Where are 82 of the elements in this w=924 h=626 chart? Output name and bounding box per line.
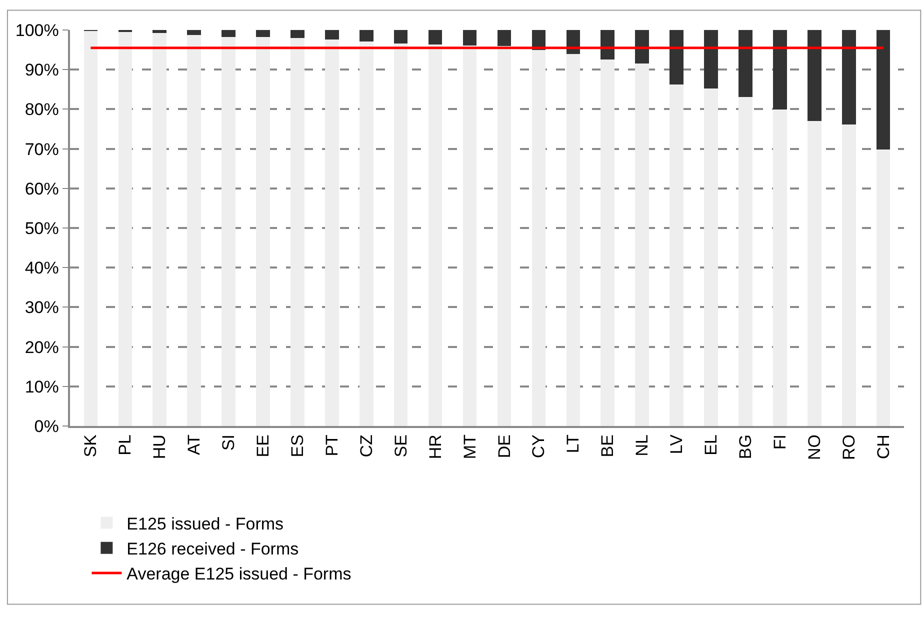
bar bbox=[566, 54, 580, 426]
y-tick-label: 70% bbox=[24, 140, 59, 159]
x-tick-label: PL bbox=[116, 434, 135, 456]
bar bbox=[600, 60, 615, 426]
x-tick-label: SI bbox=[219, 434, 238, 451]
x-tick-label: LV bbox=[667, 434, 686, 454]
bar bbox=[773, 30, 787, 110]
x-tick-label: NL bbox=[632, 434, 652, 456]
bar bbox=[497, 30, 512, 46]
bar bbox=[704, 88, 718, 426]
bar bbox=[428, 44, 442, 426]
y-tick-label: 60% bbox=[24, 179, 59, 198]
bar bbox=[118, 32, 132, 426]
bar bbox=[532, 50, 546, 426]
legend-label: E125 issued - Forms bbox=[126, 514, 284, 534]
bar bbox=[428, 30, 442, 45]
legend-label: E126 received - Forms bbox=[126, 539, 299, 558]
y-tick-label: 20% bbox=[24, 338, 59, 357]
bar bbox=[359, 41, 374, 426]
bar bbox=[256, 37, 270, 426]
bar bbox=[290, 38, 304, 426]
y-tick-label: 50% bbox=[24, 218, 59, 238]
bar bbox=[738, 30, 752, 97]
y-tick-label: 80% bbox=[24, 100, 59, 120]
x-tick-label: EE bbox=[254, 434, 273, 458]
bar bbox=[84, 30, 98, 426]
y-tick-label: 40% bbox=[24, 258, 59, 278]
x-tick-label: ES bbox=[288, 434, 307, 458]
y-tick-label: 100% bbox=[15, 20, 59, 40]
x-tick-label: BE bbox=[598, 434, 618, 458]
x-tick-label: SK bbox=[81, 434, 100, 458]
y-tick-label: 0% bbox=[34, 416, 59, 436]
legend-label: Average E125 issued - Forms bbox=[126, 564, 352, 584]
x-tick-label: FI bbox=[770, 434, 790, 450]
x-tick-label: NO bbox=[804, 434, 824, 460]
x-tick-label: SE bbox=[391, 434, 410, 458]
x-tick-label: HU bbox=[150, 434, 170, 460]
y-tick-label: 10% bbox=[24, 377, 59, 396]
x-tick-label: LT bbox=[564, 434, 583, 454]
x-tick-label: PT bbox=[322, 434, 342, 456]
bar bbox=[462, 45, 477, 426]
bar bbox=[256, 30, 270, 38]
bar bbox=[152, 33, 166, 426]
x-tick-label: AT bbox=[184, 434, 204, 456]
bar bbox=[808, 121, 822, 426]
bar bbox=[325, 30, 339, 40]
bar bbox=[152, 30, 166, 34]
bar bbox=[670, 30, 684, 84]
y-tick-label: 90% bbox=[24, 60, 59, 80]
bar bbox=[497, 46, 512, 426]
x-tick-label: RO bbox=[839, 434, 858, 460]
x-tick-label: CH bbox=[874, 434, 893, 460]
bar bbox=[808, 30, 822, 122]
bar bbox=[290, 30, 304, 38]
x-tick-label: DE bbox=[494, 434, 514, 458]
x-tick-label: BG bbox=[736, 434, 755, 460]
x-tick-label: MT bbox=[460, 434, 480, 460]
bar bbox=[359, 30, 374, 42]
bar bbox=[600, 30, 615, 60]
bar bbox=[325, 40, 339, 426]
bar bbox=[635, 63, 649, 426]
bar bbox=[738, 96, 752, 426]
y-tick-label: 30% bbox=[24, 298, 59, 318]
bar bbox=[670, 84, 684, 426]
bar bbox=[704, 30, 718, 89]
bar bbox=[222, 37, 236, 426]
bar bbox=[462, 30, 477, 46]
bar bbox=[635, 30, 649, 64]
bar bbox=[187, 34, 201, 426]
bar bbox=[773, 110, 787, 426]
bar bbox=[842, 124, 856, 426]
bar bbox=[222, 30, 236, 38]
bar bbox=[394, 43, 408, 426]
bar bbox=[842, 30, 856, 124]
bar bbox=[876, 150, 890, 426]
bar bbox=[876, 30, 890, 150]
bar bbox=[394, 30, 408, 44]
x-tick-label: EL bbox=[702, 434, 721, 456]
bar bbox=[187, 30, 201, 35]
x-tick-label: CY bbox=[529, 434, 548, 458]
x-tick-label: HR bbox=[426, 434, 445, 460]
x-tick-label: CZ bbox=[356, 434, 376, 458]
